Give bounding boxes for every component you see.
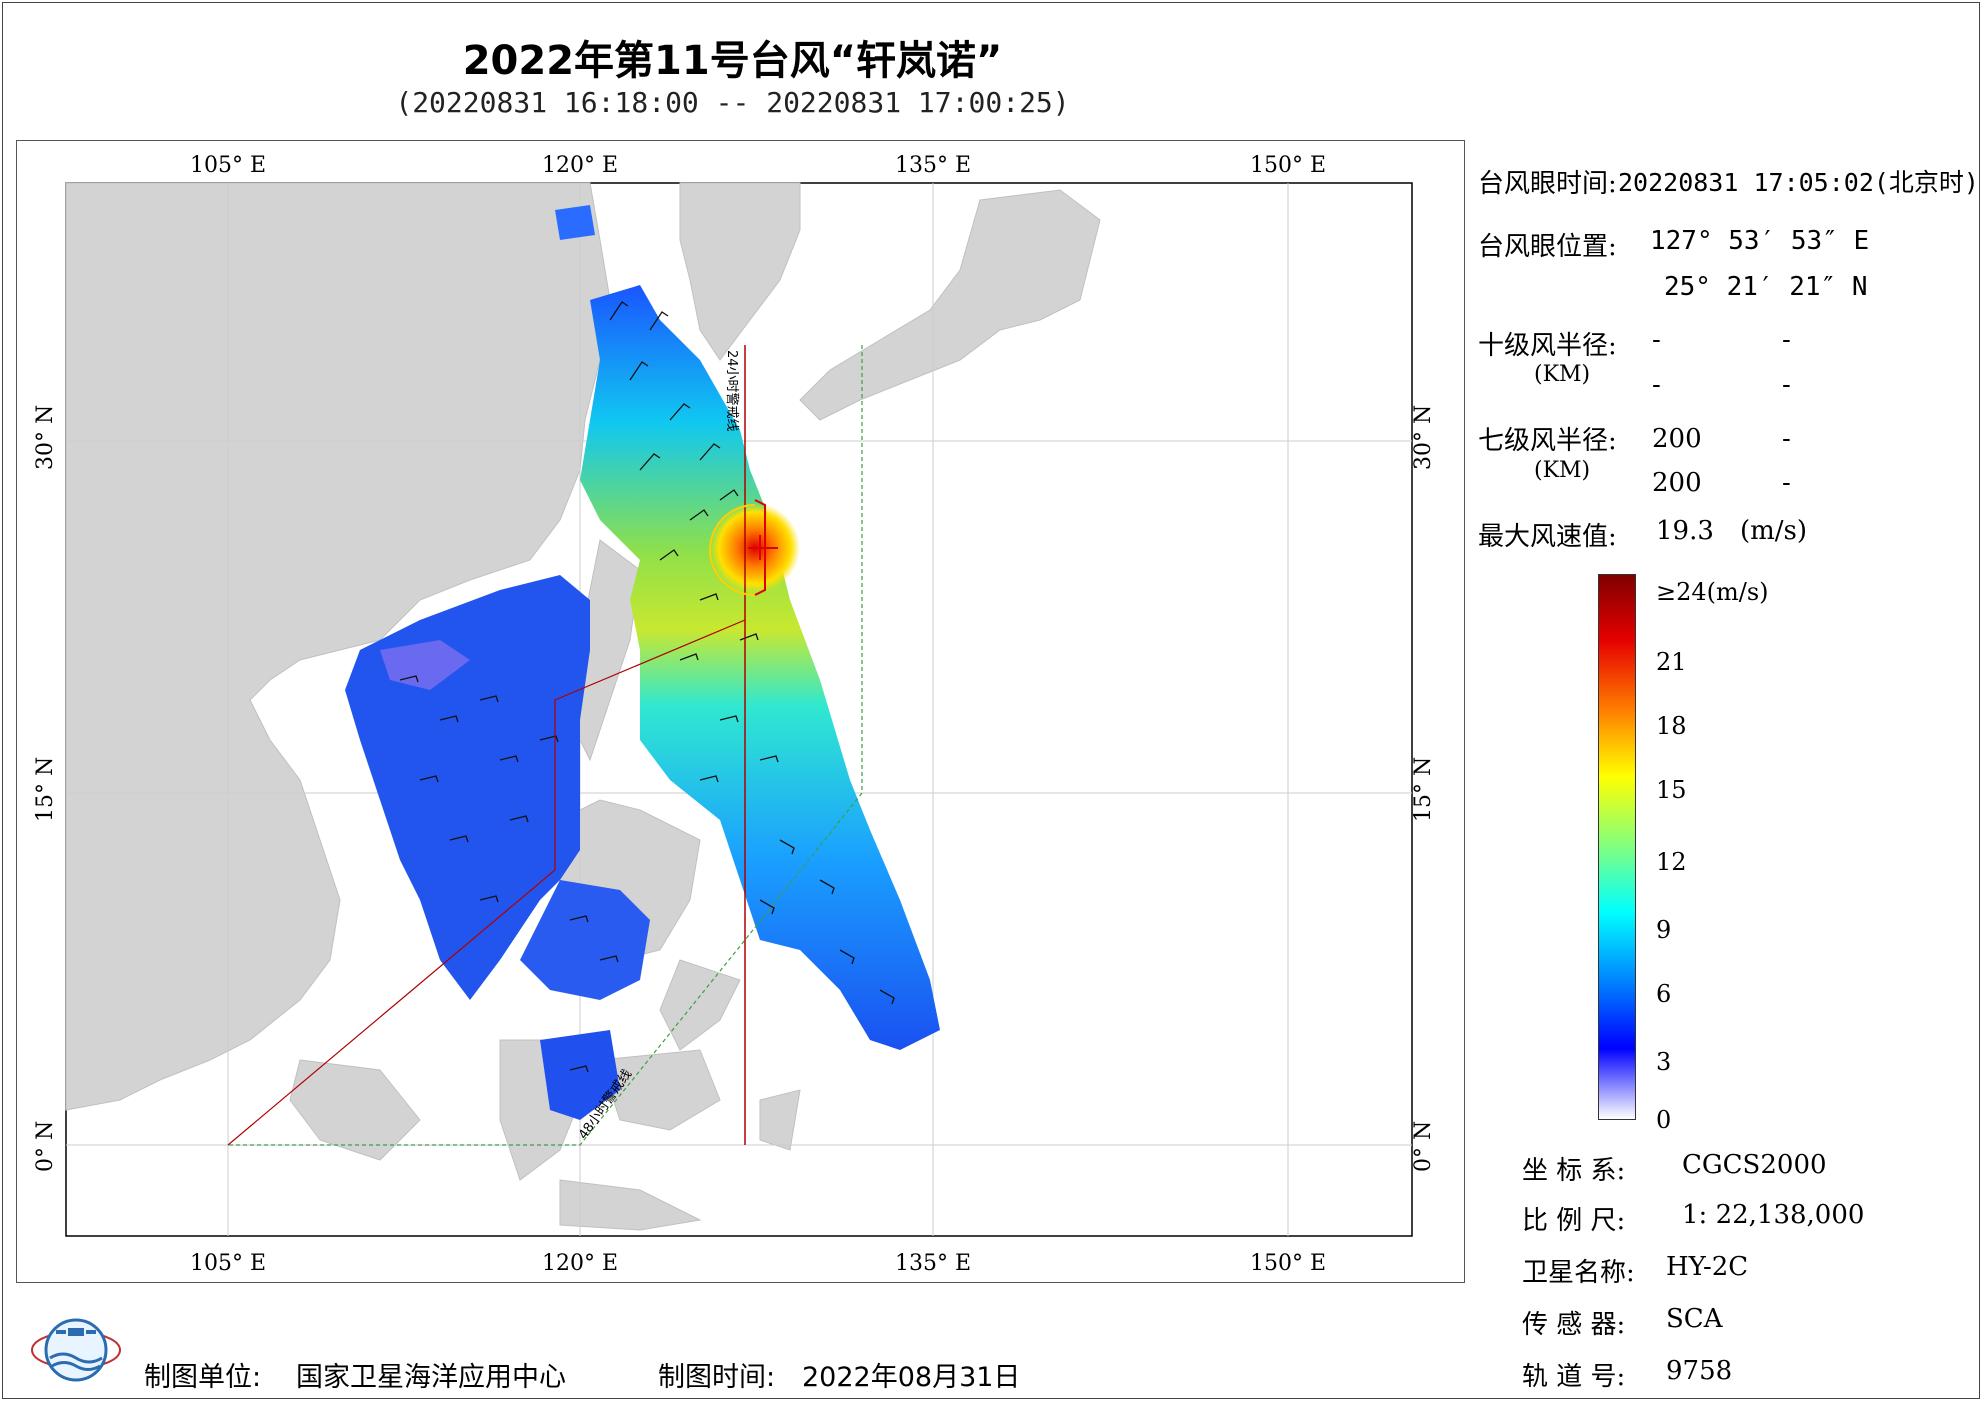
institution-logo <box>31 1318 121 1382</box>
warning-24h-label: 24小时警戒线 <box>724 350 740 432</box>
eye-position-label: 台风眼位置: <box>1478 232 1617 262</box>
map-subtitle: (20220831 16:18:00 -- 20220831 17:00:25) <box>395 86 1070 119</box>
colorbar-label-0: 0 <box>1656 1106 1672 1134</box>
lon-tick-bottom-150: 150° E <box>1250 1251 1326 1276</box>
satellite-value: HY-2C <box>1666 1252 1749 1282</box>
eye-latitude: 25° 21′ 21″ N <box>1664 272 1868 302</box>
typhoon-eye-marker[interactable] <box>709 499 778 596</box>
lat-tick-right-0: 0° N <box>1411 1121 1436 1172</box>
r10-value-1: - <box>1652 325 1661 355</box>
lon-tick-bottom-120: 120° E <box>542 1251 618 1276</box>
sensor-label: 传 感 器: <box>1522 1310 1626 1340</box>
scale-value: 1: 22,138,000 <box>1682 1200 1865 1230</box>
warning-line-24h: 24小时警戒线 <box>227 345 746 1146</box>
lat-tick-right-30: 30° N <box>1411 405 1436 470</box>
lon-tick-top-120: 120° E <box>542 153 618 178</box>
satellite-label: 卫星名称: <box>1522 1258 1635 1288</box>
r7-value-2: - <box>1782 424 1791 454</box>
footer-unit-value: 国家卫星海洋应用中心 <box>296 1362 566 1393</box>
colorbar <box>1598 574 1636 1120</box>
r7-value-3: 200 <box>1652 468 1702 498</box>
colorbar-label-12: 12 <box>1656 848 1687 876</box>
max-wind-unit: (m/s) <box>1740 516 1808 546</box>
max-wind-label: 最大风速值: <box>1478 522 1617 552</box>
crs-value: CGCS2000 <box>1682 1150 1827 1180</box>
eye-longitude: 127° 53′ 53″ E <box>1650 226 1870 256</box>
footer-unit-label: 制图单位: <box>144 1362 262 1393</box>
r10-value-4: - <box>1782 370 1791 400</box>
r10-value-2: - <box>1782 325 1791 355</box>
colorbar-label-3: 3 <box>1656 1048 1672 1076</box>
orbit-label: 轨 道 号: <box>1522 1362 1626 1392</box>
lon-tick-bottom-135: 135° E <box>895 1251 971 1276</box>
lon-tick-bottom-105: 105° E <box>190 1251 266 1276</box>
lat-tick-left-0: 0° N <box>33 1121 58 1172</box>
r7-value-4: - <box>1782 468 1791 498</box>
lon-tick-top-150: 150° E <box>1250 153 1326 178</box>
r7-value-1: 200 <box>1652 424 1702 454</box>
crs-label: 坐 标 系: <box>1522 1156 1626 1186</box>
map-panel-border <box>16 140 1465 1283</box>
max-wind-value: 19.3 <box>1656 516 1714 546</box>
colorbar-label-24: ≥24(m/s) <box>1656 578 1769 606</box>
r10-unit: (KM) <box>1534 362 1591 387</box>
typhoon-wind-map[interactable]: 24小时警戒线 48小时警戒线 105° E 120° E 135° E 150… <box>0 0 1470 1290</box>
r7-label: 七级风半径: <box>1478 426 1617 456</box>
scale-label: 比 例 尺: <box>1522 1206 1626 1236</box>
colorbar-label-15: 15 <box>1656 776 1687 804</box>
lat-tick-right-15: 15° N <box>1411 757 1436 822</box>
r10-label: 十级风半径: <box>1478 331 1617 361</box>
wind-swath-west <box>345 205 650 1120</box>
colorbar-label-21: 21 <box>1656 648 1687 676</box>
eye-time-value: 20220831 17:05:02(北京时) <box>1618 168 1979 197</box>
lon-tick-top-135: 135° E <box>895 153 971 178</box>
colorbar-label-18: 18 <box>1656 712 1687 740</box>
r10-value-3: - <box>1652 370 1661 400</box>
lat-tick-left-15: 15° N <box>33 757 58 822</box>
map-title: 2022年第11号台风“轩岚诺” <box>462 38 1003 84</box>
sensor-value: SCA <box>1666 1304 1723 1334</box>
lat-tick-left-30: 30° N <box>33 405 58 470</box>
wind-barbs <box>399 301 895 1073</box>
eye-time-label: 台风眼时间: <box>1478 169 1617 199</box>
orbit-value: 9758 <box>1666 1356 1733 1386</box>
lon-tick-top-105: 105° E <box>190 153 266 178</box>
axis-labels: 105° E 120° E 135° E 150° E 105° E 120° … <box>33 153 1436 1276</box>
r7-unit: (KM) <box>1534 458 1591 483</box>
footer-time-value: 2022年08月31日 <box>802 1362 1021 1393</box>
footer-time-label: 制图时间: <box>658 1362 776 1393</box>
colorbar-label-9: 9 <box>1656 916 1672 944</box>
colorbar-label-6: 6 <box>1656 980 1672 1008</box>
